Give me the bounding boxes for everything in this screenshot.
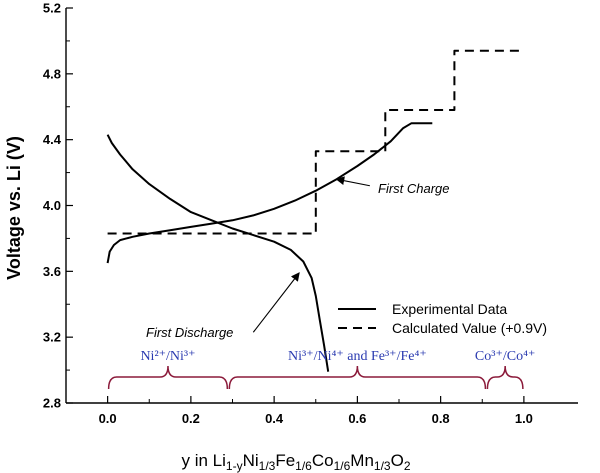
x-tick-label: 1.0 [515, 411, 533, 426]
first-discharge-series [106, 134, 330, 372]
legend-label: Calculated Value (+0.9V) [392, 320, 547, 336]
first-discharge-arrow [252, 272, 300, 333]
x-tick-label: 0.4 [265, 411, 284, 426]
y-tick-label: 4.4 [43, 132, 62, 147]
x-axis-title-part: Co [312, 451, 334, 470]
x-axis-title-part: Mn [350, 451, 374, 470]
x-axis-title-part: Ni [243, 451, 259, 470]
y-tick-label: 2.8 [43, 396, 61, 411]
x-axis-title-part: 1-y [226, 459, 243, 473]
redox-brace [486, 365, 524, 390]
x-axis-title-part: 1/6 [295, 459, 312, 473]
redox-label: Ni³⁺/Ni⁴⁺ and Fe³⁺/Fe⁴⁺ [288, 349, 427, 364]
x-tick-label: 0.0 [99, 411, 117, 426]
x-tick-label: 0.8 [432, 411, 450, 426]
x-axis-title-part: 1/3 [374, 459, 391, 473]
redox-label: Ni²⁺/Ni³⁺ [140, 349, 195, 364]
redox-brace [228, 365, 487, 390]
x-axis-title-part: 1/6 [334, 459, 351, 473]
y-tick-label: 3.2 [43, 330, 61, 345]
y-axis-title: Voltage vs. Li (V) [4, 136, 24, 280]
calculated-value-0-9v-series [107, 49, 524, 235]
x-axis-title-part: Fe [275, 451, 295, 470]
plot-area: 2.8 3.2 3.6 4.0 4.4 4.8 5.2 0.0 0.2 0.4 0.6 0.8 1.0 F… [43, 1, 578, 426]
x-tick-label: 0.6 [348, 411, 366, 426]
y-tick-label: 3.6 [43, 264, 61, 279]
y-tick-label: 5.2 [43, 1, 61, 16]
x-axis-title-part: O [391, 451, 404, 470]
y-tick-label: 4.0 [43, 198, 61, 213]
x-axis-title: y in Li1-yNi1/3Fe1/6Co1/6Mn1/3O2 [181, 451, 410, 473]
x-axis-title-part: 1/3 [259, 459, 276, 473]
redox-label: Co³⁺/Co⁴⁺ [475, 349, 535, 364]
y-tick-label: 4.8 [43, 66, 61, 81]
first-charge-arrow [335, 176, 370, 187]
x-axis-title-part: y in Li [181, 451, 225, 470]
x-tick-label: 0.2 [182, 411, 200, 426]
redox-brace [107, 365, 229, 390]
first-charge-label: First Charge [378, 181, 450, 196]
first-discharge-label: First Discharge [146, 325, 233, 340]
x-axis-title-part: 2 [404, 459, 411, 473]
legend-label: Experimental Data [392, 301, 507, 317]
